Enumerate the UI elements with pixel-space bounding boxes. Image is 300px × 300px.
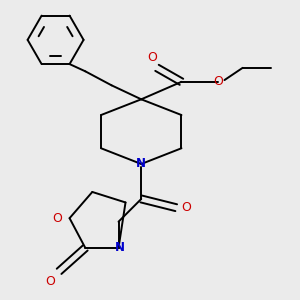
Text: O: O xyxy=(182,201,191,214)
Text: O: O xyxy=(52,212,62,225)
Text: N: N xyxy=(115,242,125,254)
Text: O: O xyxy=(213,75,223,88)
Text: N: N xyxy=(136,158,146,170)
Text: O: O xyxy=(147,51,157,64)
Text: O: O xyxy=(46,275,56,288)
